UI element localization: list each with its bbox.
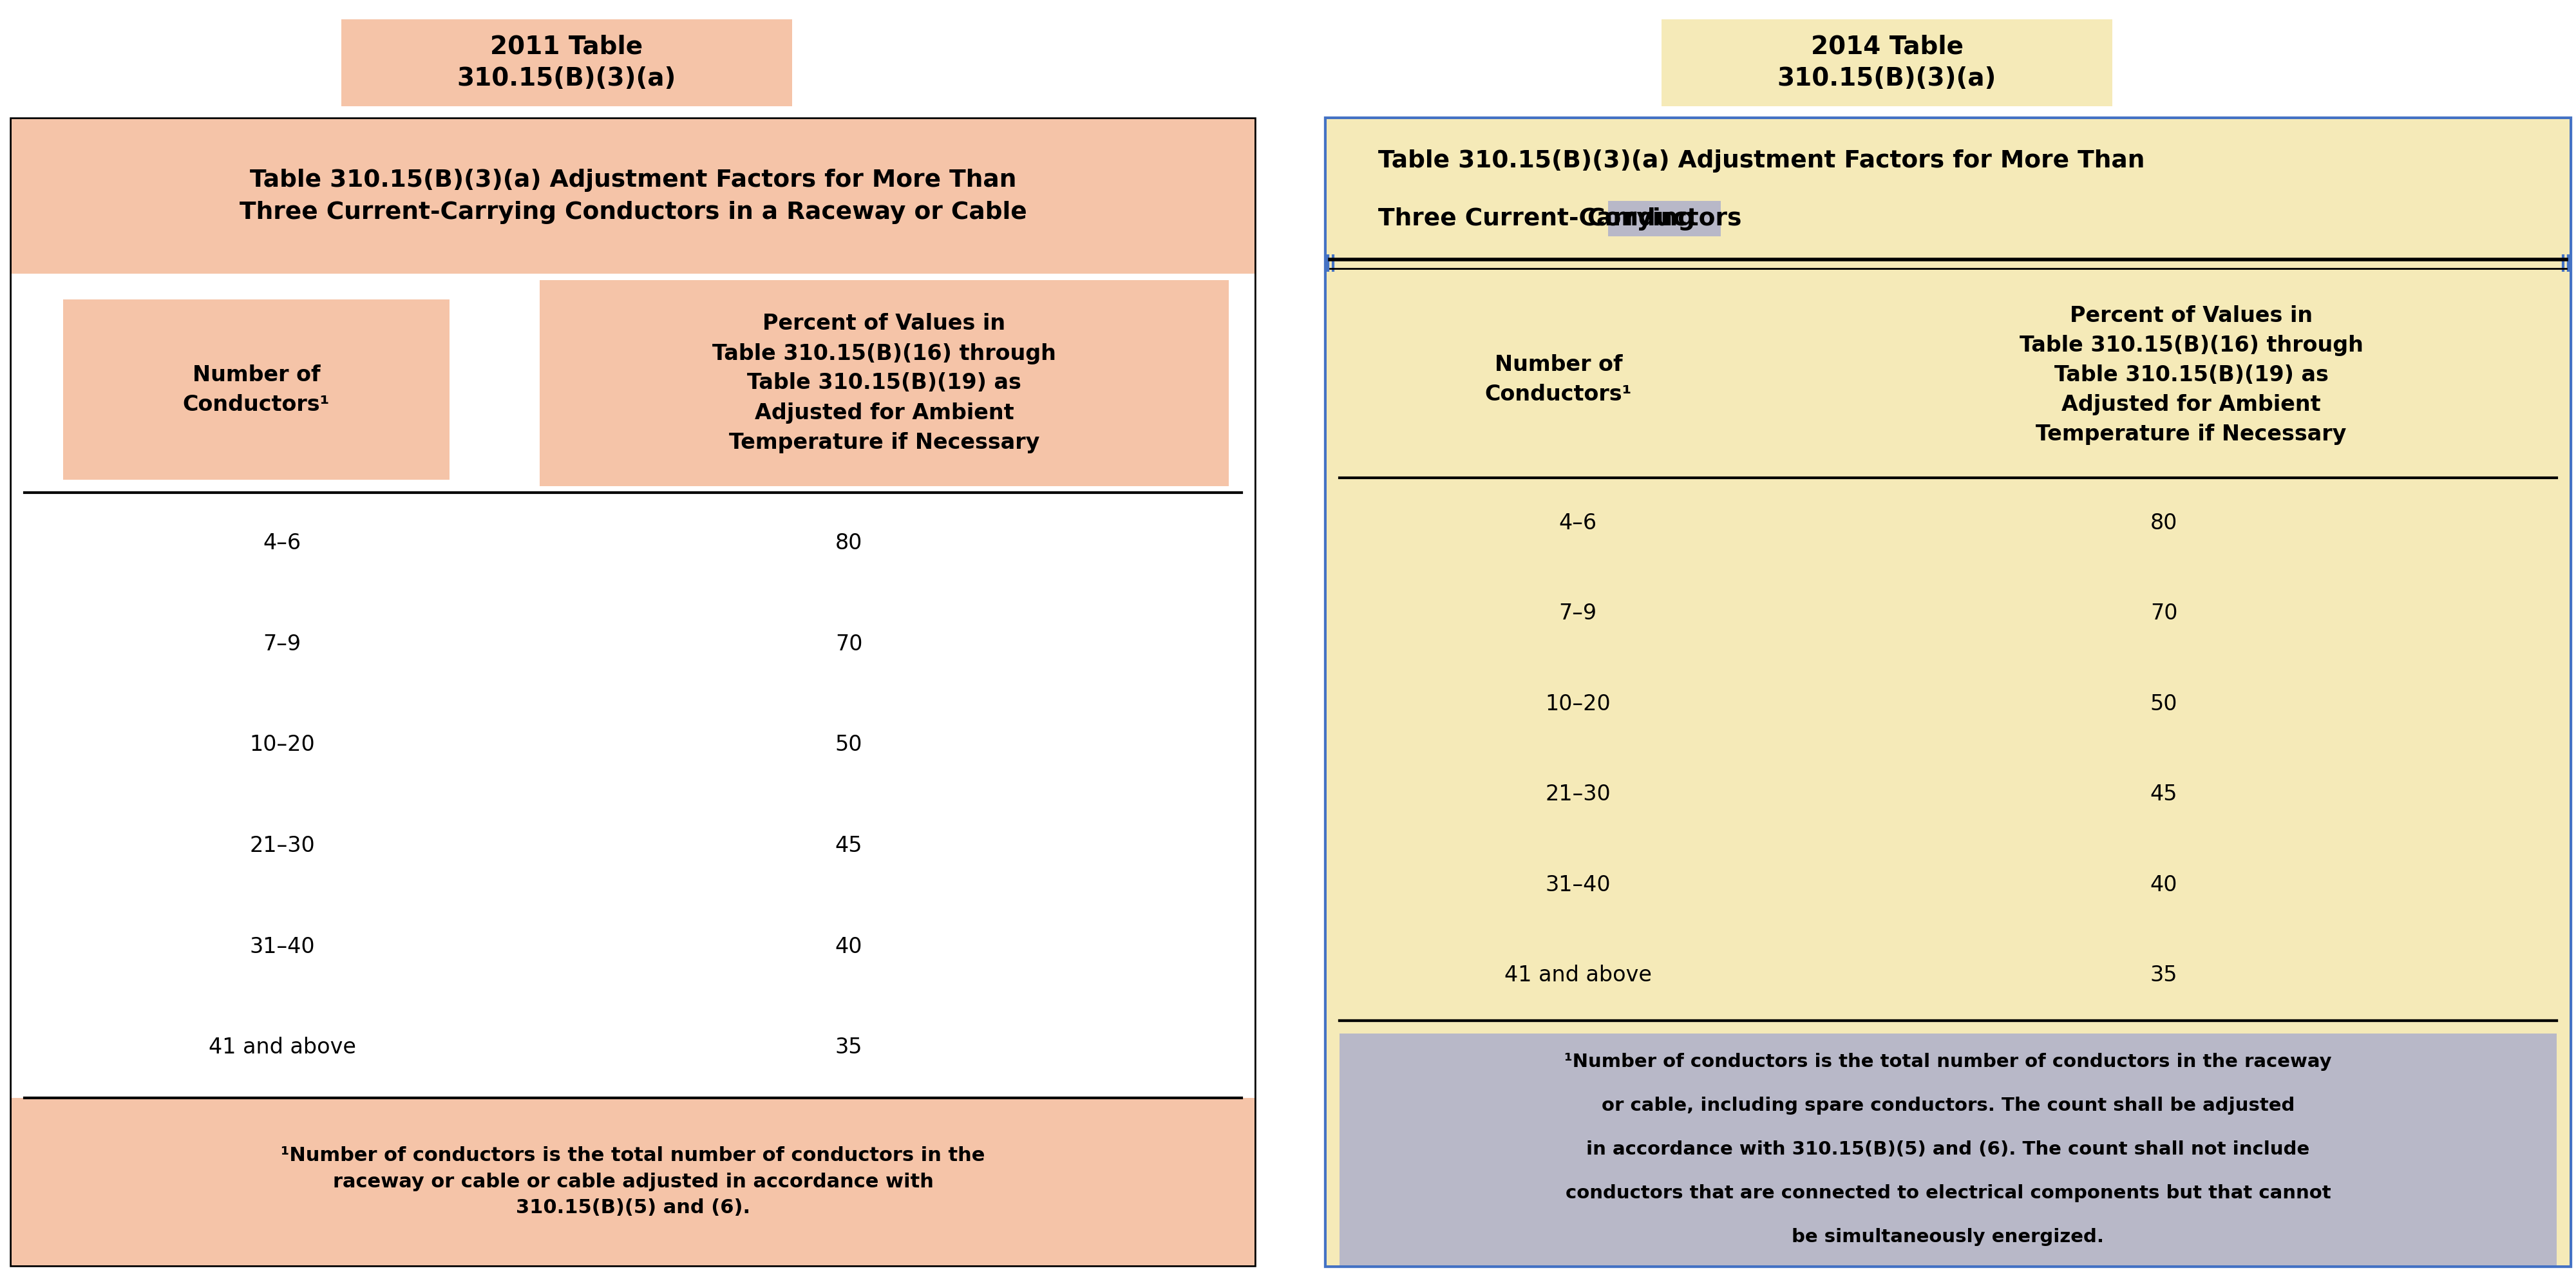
Text: ¹Number of conductors is the total number of conductors in the raceway: ¹Number of conductors is the total numbe… xyxy=(1564,1053,2331,1071)
Text: Number of
Conductors¹: Number of Conductors¹ xyxy=(183,365,330,415)
Text: 7–9: 7–9 xyxy=(1558,603,1597,624)
Text: Table 310.15(B)(3)(a) Adjustment Factors for More Than: Table 310.15(B)(3)(a) Adjustment Factors… xyxy=(1378,149,2146,172)
Bar xyxy=(1662,19,2112,107)
Text: 31–40: 31–40 xyxy=(250,936,314,957)
Bar xyxy=(1340,1034,2555,1265)
Text: 70: 70 xyxy=(835,633,863,655)
Bar xyxy=(1334,126,2563,1258)
Bar xyxy=(1327,1021,2571,1265)
Text: 45: 45 xyxy=(2151,783,2177,805)
Text: 50: 50 xyxy=(2151,693,2177,715)
Text: 10–20: 10–20 xyxy=(1546,693,1610,715)
Text: Three Current-Carrying: Three Current-Carrying xyxy=(1378,207,1703,231)
Text: 41 and above: 41 and above xyxy=(209,1037,355,1058)
Text: 80: 80 xyxy=(2151,512,2177,534)
Bar xyxy=(1327,272,2571,478)
Text: 2014 Table
310.15(B)(3)(a): 2014 Table 310.15(B)(3)(a) xyxy=(1777,35,1996,91)
Bar xyxy=(13,119,1255,1265)
Bar xyxy=(1327,478,2571,1021)
Text: 10–20: 10–20 xyxy=(250,734,314,755)
Bar xyxy=(13,493,1255,1098)
Text: or cable, including spare conductors. The count shall be adjusted: or cable, including spare conductors. Th… xyxy=(1602,1097,2295,1115)
Bar xyxy=(541,280,1229,487)
Bar xyxy=(62,299,451,480)
Text: 2011 Table
310.15(B)(3)(a): 2011 Table 310.15(B)(3)(a) xyxy=(456,35,677,91)
Text: in accordance with 310.15(B)(5) and (6). The count shall not include: in accordance with 310.15(B)(5) and (6).… xyxy=(1587,1140,2311,1158)
Bar xyxy=(340,19,793,107)
Text: conductors that are connected to electrical components but that cannot: conductors that are connected to electri… xyxy=(1566,1184,2331,1202)
Text: 35: 35 xyxy=(2151,964,2177,986)
Text: 40: 40 xyxy=(2151,874,2177,895)
Bar xyxy=(1327,119,2571,254)
Bar xyxy=(13,273,1255,493)
Bar xyxy=(1378,294,1739,465)
Bar xyxy=(1834,277,2548,474)
Bar xyxy=(13,119,1255,273)
Bar xyxy=(1327,119,2571,1265)
Text: 35: 35 xyxy=(835,1037,863,1058)
Text: 7–9: 7–9 xyxy=(263,633,301,655)
Text: 80: 80 xyxy=(835,533,863,553)
Text: be simultaneously energized.: be simultaneously energized. xyxy=(1793,1228,2105,1245)
Text: Conductors: Conductors xyxy=(1587,207,1741,231)
Text: Percent of Values in
Table 310.15(B)(16) through
Table 310.15(B)(19) as
Adjusted: Percent of Values in Table 310.15(B)(16)… xyxy=(714,313,1056,453)
Text: 41 and above: 41 and above xyxy=(1504,964,1651,986)
Text: 4–6: 4–6 xyxy=(1558,512,1597,534)
Text: Number of
Conductors¹: Number of Conductors¹ xyxy=(1484,354,1633,404)
Text: 50: 50 xyxy=(835,734,863,755)
Bar xyxy=(13,1098,1255,1265)
Text: 4–6: 4–6 xyxy=(263,533,301,553)
Text: Table 310.15(B)(3)(a) Adjustment Factors for More Than
Three Current-Carrying Co: Table 310.15(B)(3)(a) Adjustment Factors… xyxy=(240,168,1028,225)
Bar xyxy=(1607,202,1721,236)
Text: 21–30: 21–30 xyxy=(1546,783,1610,805)
Text: 45: 45 xyxy=(835,835,863,856)
Text: 70: 70 xyxy=(2151,603,2177,624)
Text: ¹Number of conductors is the total number of conductors in the
raceway or cable : ¹Number of conductors is the total numbe… xyxy=(281,1147,984,1217)
Text: 21–30: 21–30 xyxy=(250,835,314,856)
Text: Percent of Values in
Table 310.15(B)(16) through
Table 310.15(B)(19) as
Adjusted: Percent of Values in Table 310.15(B)(16)… xyxy=(2020,306,2362,446)
Text: 40: 40 xyxy=(835,936,863,957)
Text: 31–40: 31–40 xyxy=(1546,874,1610,895)
